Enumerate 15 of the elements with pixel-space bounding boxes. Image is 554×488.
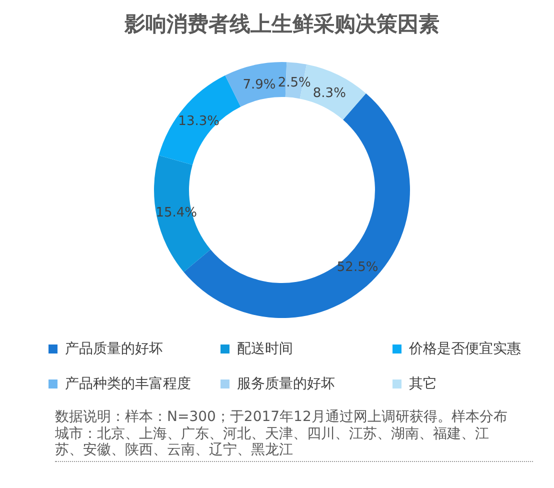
legend-label: 产品种类的丰富程度 bbox=[65, 376, 191, 392]
text: 数据说明：样本：N=300；于2017年12月通过网上调研获得。样本分布城市：北京、上海、广东、河北、天津、四川、江苏、湖南、福建、江苏、安徽、陕西、云南、辽宁、黑龙江 bbox=[55, 409, 533, 462]
donut-slice bbox=[158, 75, 241, 165]
legend-label: 服务质量的好坏 bbox=[237, 376, 335, 392]
data-label: 8.3% bbox=[312, 86, 346, 101]
legend-label: 价格是否便宜实惠 bbox=[408, 341, 521, 357]
data-label: 2.5% bbox=[278, 76, 311, 91]
legend-label: 其它 bbox=[409, 376, 437, 392]
data-label: 7.9% bbox=[242, 77, 276, 92]
data-label: 13.3% bbox=[178, 114, 220, 130]
data-label: 52.5% bbox=[336, 260, 378, 276]
chart-title: 影响消费者线上生鲜采购决策因素 bbox=[124, 12, 440, 36]
legend-label: 产品质量的好坏 bbox=[65, 341, 163, 357]
legend-label: 配送时间 bbox=[237, 341, 293, 357]
donut-slice bbox=[154, 155, 211, 272]
